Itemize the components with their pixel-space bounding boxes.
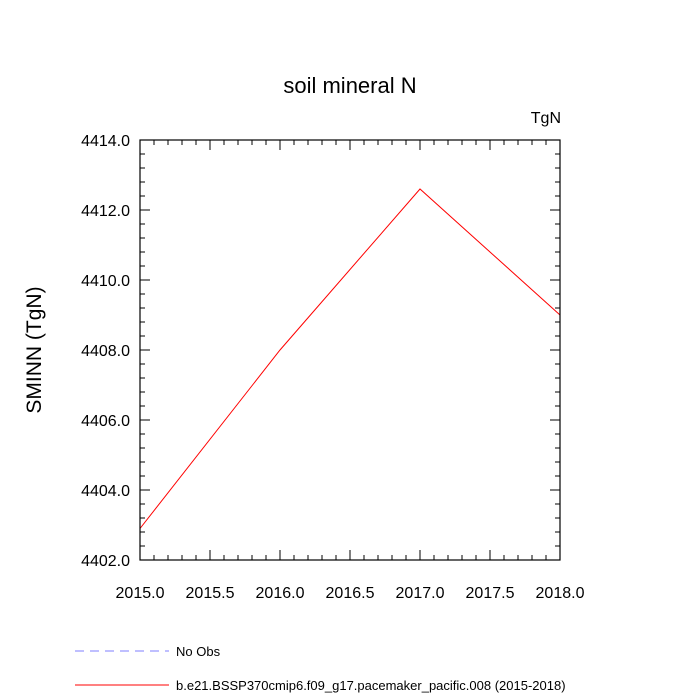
tick-labels: 2015.0 2015.5 2016.0 2016.5 2017.0 2017.5 2018…: [81, 133, 585, 602]
y-tick-label: 4404.0: [81, 483, 130, 500]
x-tick-label: 2016.5: [326, 585, 375, 602]
series-line-0: [139, 188, 561, 529]
units-label: TgN: [531, 110, 561, 127]
y-tick-label: 4410.0: [81, 273, 130, 290]
y-tick-label: 4412.0: [81, 203, 130, 220]
x-tick-label: 2017.0: [396, 585, 445, 602]
legend: No Obs b.e21.BSSP370cmip6.f09_g17.pacema…: [75, 644, 566, 693]
y-tick-label: 4414.0: [81, 133, 130, 150]
series-lines: [139, 188, 561, 529]
axis-ticks: [139, 139, 561, 561]
x-tick-label: 2018.0: [536, 585, 585, 602]
legend-label-no-obs: No Obs: [176, 644, 221, 659]
chart-title: soil mineral N: [283, 73, 416, 98]
x-tick-label: 2015.5: [186, 585, 235, 602]
y-tick-label: 4406.0: [81, 413, 130, 430]
x-tick-label: 2016.0: [256, 585, 305, 602]
y-tick-label: 4408.0: [81, 343, 130, 360]
x-tick-label: 2017.5: [466, 585, 515, 602]
y-axis-label: SMINN (TgN): [23, 286, 46, 413]
x-tick-label: 2015.0: [116, 585, 165, 602]
y-tick-label: 4402.0: [81, 553, 130, 570]
legend-label-model-run: b.e21.BSSP370cmip6.f09_g17.pacemaker_pac…: [176, 678, 566, 693]
plot-frame: [139, 139, 561, 561]
